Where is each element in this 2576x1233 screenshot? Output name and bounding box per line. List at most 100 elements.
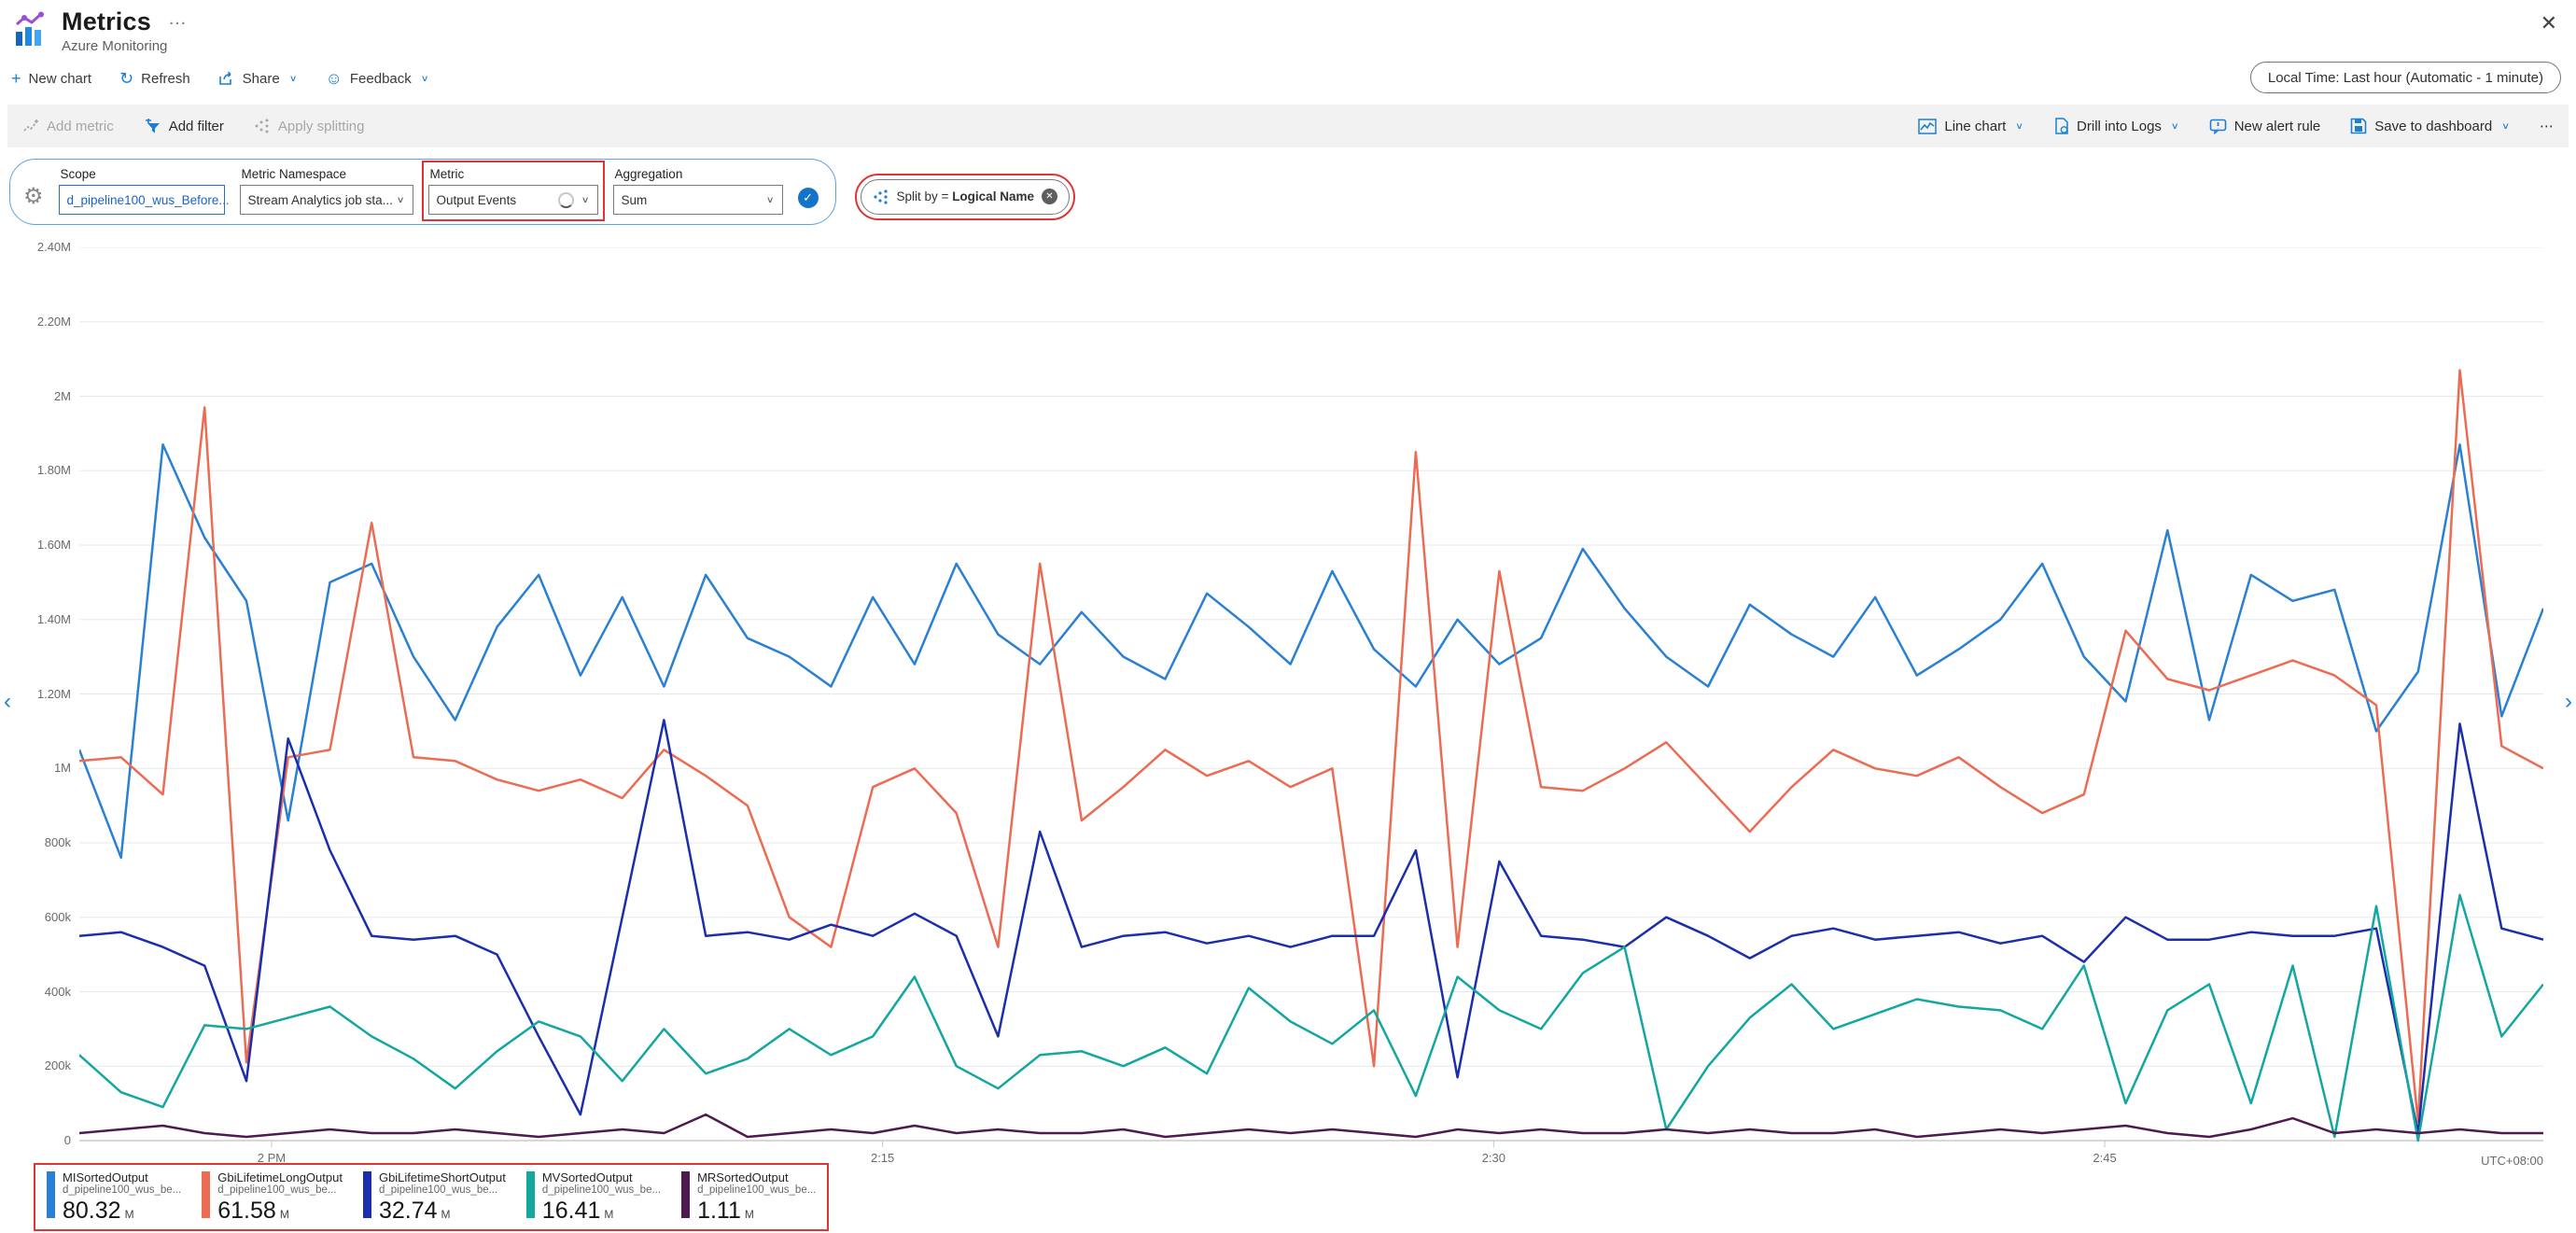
- y-axis-tick-label: 1.60M: [36, 538, 71, 552]
- utc-offset-label: UTC+08:00: [2481, 1154, 2543, 1168]
- legend-color-bar: [202, 1171, 211, 1218]
- legend-item[interactable]: MVSortedOutput d_pipeline100_wus_be... 1…: [525, 1170, 662, 1223]
- legend-item[interactable]: MRSortedOutput d_pipeline100_wus_be... 1…: [681, 1170, 817, 1225]
- y-axis-tick-label: 400k: [44, 984, 71, 999]
- legend-unit-label: M: [604, 1208, 614, 1222]
- chart-legend: MISortedOutput d_pipeline100_wus_be... 8…: [34, 1163, 830, 1232]
- chart-type-button[interactable]: Line chart ∨: [1918, 119, 2023, 134]
- y-axis-tick-label: 0: [63, 1133, 71, 1147]
- feedback-button[interactable]: ☺ Feedback ∨: [325, 69, 429, 88]
- series-line-GbiLifetimeShortOutput[interactable]: [79, 719, 2543, 1135]
- legend-unit-label: M: [441, 1208, 451, 1222]
- line-chart-icon: [1918, 118, 1938, 134]
- split-by-icon: [873, 189, 888, 204]
- add-filter-icon: [145, 118, 160, 133]
- legend-color-bar: [525, 1171, 535, 1218]
- metric-namespace-label: Metric Namespace: [241, 167, 347, 181]
- add-filter-button[interactable]: Add filter: [144, 118, 224, 134]
- y-axis-tick-label: 2.40M: [36, 240, 71, 254]
- aggregation-label: Aggregation: [614, 167, 683, 181]
- series-line-MRSortedOutput[interactable]: [79, 1113, 2543, 1139]
- legend-series-total: 80.32 M: [63, 1198, 134, 1225]
- valid-check-icon: ✓: [797, 187, 819, 208]
- x-axis-tick-label: 2:30: [1481, 1151, 1506, 1165]
- legend-color-bar: [681, 1171, 691, 1218]
- metric-dropdown[interactable]: Output Events ∨: [427, 185, 598, 215]
- scroll-left-icon[interactable]: ‹: [4, 689, 11, 714]
- series-line-MVSortedOutput[interactable]: [79, 893, 2543, 1142]
- remove-split-icon[interactable]: ✕: [1041, 189, 1057, 204]
- more-options-icon[interactable]: …: [167, 8, 187, 29]
- metric-config-row: ⚙ Scope d_pipeline100_wus_Before... Metr…: [9, 159, 1075, 225]
- chevron-down-icon: ∨: [396, 194, 405, 205]
- chevron-down-icon: ∨: [420, 73, 429, 84]
- command-bar: Add metric Add filter Apply splitting: [7, 105, 2569, 147]
- line-chart-plot[interactable]: [79, 247, 2543, 1157]
- legend-item[interactable]: MISortedOutput d_pipeline100_wus_be... 8…: [47, 1170, 181, 1225]
- apply-splitting-button[interactable]: Apply splitting: [254, 119, 364, 134]
- metric-group-highlighted: Metric Output Events ∨: [421, 161, 605, 221]
- share-button[interactable]: Share ∨: [218, 71, 298, 87]
- split-by-wrap: Split by = Logical Name ✕: [854, 173, 1075, 220]
- save-to-dashboard-button[interactable]: Save to dashboard ∨: [2350, 118, 2510, 134]
- legend-series-name: MVSortedOutput: [541, 1170, 633, 1184]
- metric-config-pill: ⚙ Scope d_pipeline100_wus_Before... Metr…: [9, 159, 836, 225]
- more-commands-button[interactable]: ⋯: [2540, 119, 2554, 134]
- loading-spinner-icon: [557, 191, 574, 208]
- save-icon: [2350, 118, 2367, 134]
- legend-series-scope: d_pipeline100_wus_be...: [541, 1184, 662, 1197]
- split-by-text: Split by = Logical Name: [896, 189, 1034, 203]
- feedback-smiley-icon: ☺: [325, 69, 343, 88]
- new-chart-button[interactable]: + New chart: [11, 69, 92, 88]
- metric-namespace-dropdown[interactable]: Stream Analytics job sta... ∨: [239, 185, 413, 215]
- chevron-down-icon: ∨: [2501, 120, 2510, 132]
- y-axis-tick-label: 800k: [44, 835, 71, 849]
- page-subtitle: Azure Monitoring: [62, 38, 168, 54]
- page-header: Metrics … Azure Monitoring: [13, 7, 187, 54]
- chart-region: 2.40M 2.20M 2M 1.80M 1.60M 1.40M 1.20M 1M 800k 60…: [0, 231, 2576, 1233]
- y-axis-tick-label: 200k: [44, 1058, 71, 1073]
- series-line-GbiLifetimeLongOutput[interactable]: [79, 369, 2543, 1124]
- add-metric-icon: [23, 119, 38, 132]
- close-icon[interactable]: ✕: [2540, 11, 2557, 35]
- aggregation-group: Aggregation Sum ∨: [612, 167, 783, 215]
- refresh-icon: ↻: [119, 69, 134, 88]
- legend-color-bar: [362, 1171, 371, 1218]
- legend-unit-label: M: [124, 1208, 134, 1222]
- apply-splitting-icon: [255, 119, 269, 133]
- alert-icon: [2209, 119, 2227, 134]
- plus-icon: +: [11, 69, 21, 88]
- page-title: Metrics: [62, 7, 151, 35]
- y-axis-tick-label: 1.40M: [36, 611, 71, 626]
- drill-into-logs-button[interactable]: Drill into Logs ∨: [2053, 118, 2179, 134]
- scope-picker[interactable]: d_pipeline100_wus_Before...: [58, 185, 230, 215]
- split-by-pill[interactable]: Split by = Logical Name ✕: [854, 173, 1075, 220]
- aggregation-dropdown[interactable]: Sum ∨: [612, 185, 783, 215]
- legend-series-total: 32.74 M: [378, 1198, 451, 1225]
- x-axis-tick-label: 2 PM: [257, 1151, 287, 1165]
- scope-label: Scope: [60, 167, 96, 181]
- legend-series-total: 1.11 M: [697, 1198, 754, 1225]
- stream-analytics-gear-icon: ⚙: [23, 184, 44, 209]
- legend-item[interactable]: GbiLifetimeShortOutput d_pipeline100_wus…: [362, 1170, 506, 1225]
- legend-series-scope: d_pipeline100_wus_be...: [697, 1184, 817, 1197]
- refresh-button[interactable]: ↻ Refresh: [119, 69, 190, 88]
- add-metric-button[interactable]: Add metric: [22, 119, 114, 134]
- legend-series-total: 61.58 M: [217, 1198, 289, 1225]
- y-axis-tick-label: 600k: [44, 909, 71, 924]
- legend-color-bar: [47, 1171, 55, 1218]
- share-icon: [218, 71, 231, 85]
- legend-series-name: MISortedOutput: [63, 1170, 148, 1184]
- legend-item[interactable]: GbiLifetimeLongOutput d_pipeline100_wus_…: [202, 1170, 343, 1225]
- y-axis-tick-label: 2.20M: [36, 314, 71, 329]
- x-axis-tick-label: 2:45: [2093, 1151, 2117, 1165]
- new-alert-rule-button[interactable]: New alert rule: [2209, 119, 2320, 134]
- series-line-MISortedOutput[interactable]: [79, 443, 2543, 860]
- legend-series-name: GbiLifetimeShortOutput: [378, 1170, 506, 1184]
- metric-label: Metric: [429, 167, 465, 181]
- legend-series-scope: d_pipeline100_wus_be...: [217, 1184, 337, 1197]
- scroll-right-icon[interactable]: ›: [2565, 689, 2572, 714]
- chevron-down-icon: ∨: [288, 73, 298, 84]
- time-range-picker[interactable]: Local Time: Last hour (Automatic - 1 min…: [2249, 62, 2561, 93]
- chevron-down-icon: ∨: [2170, 120, 2179, 132]
